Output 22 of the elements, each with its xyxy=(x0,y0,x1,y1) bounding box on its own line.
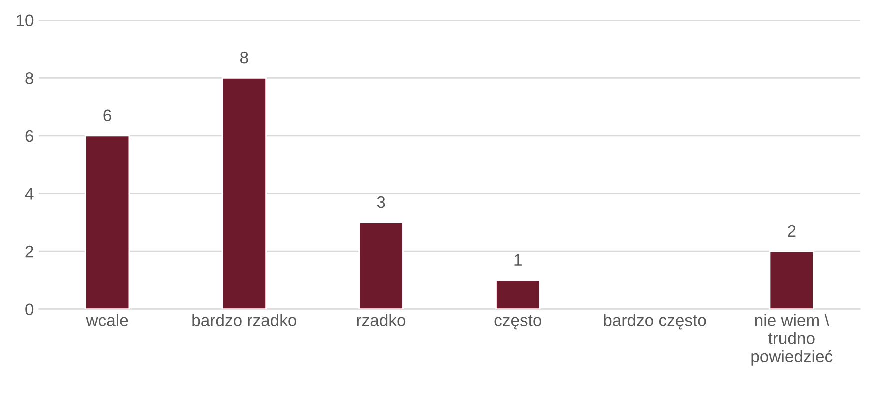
data-label: 3 xyxy=(377,196,386,208)
x-tick-label: nie wiem \ trudno powiedzieć xyxy=(752,314,833,366)
y-tick-label: 0 xyxy=(26,304,34,316)
data-label: 8 xyxy=(240,52,248,64)
data-label: 2 xyxy=(788,225,796,237)
x-tick-label: często xyxy=(494,315,542,330)
y-tick-label: 6 xyxy=(26,130,34,142)
bar xyxy=(358,222,404,310)
x-tick-label: bardzo często xyxy=(604,314,706,330)
y-tick-label: 8 xyxy=(26,72,34,84)
bar xyxy=(769,250,814,310)
data-label: 6 xyxy=(104,110,112,122)
bar xyxy=(496,280,541,310)
x-tick-label: wcale xyxy=(86,314,128,326)
bar xyxy=(84,135,130,310)
x-tick-label: bardzo rzadko xyxy=(192,314,297,326)
y-tick-label: 10 xyxy=(16,14,34,27)
y-tick-label: 2 xyxy=(26,246,34,258)
x-tick-label: rzadko xyxy=(357,314,406,326)
y-tick-label: 4 xyxy=(25,188,34,200)
data-label: 1 xyxy=(514,254,522,266)
bar xyxy=(222,77,267,310)
